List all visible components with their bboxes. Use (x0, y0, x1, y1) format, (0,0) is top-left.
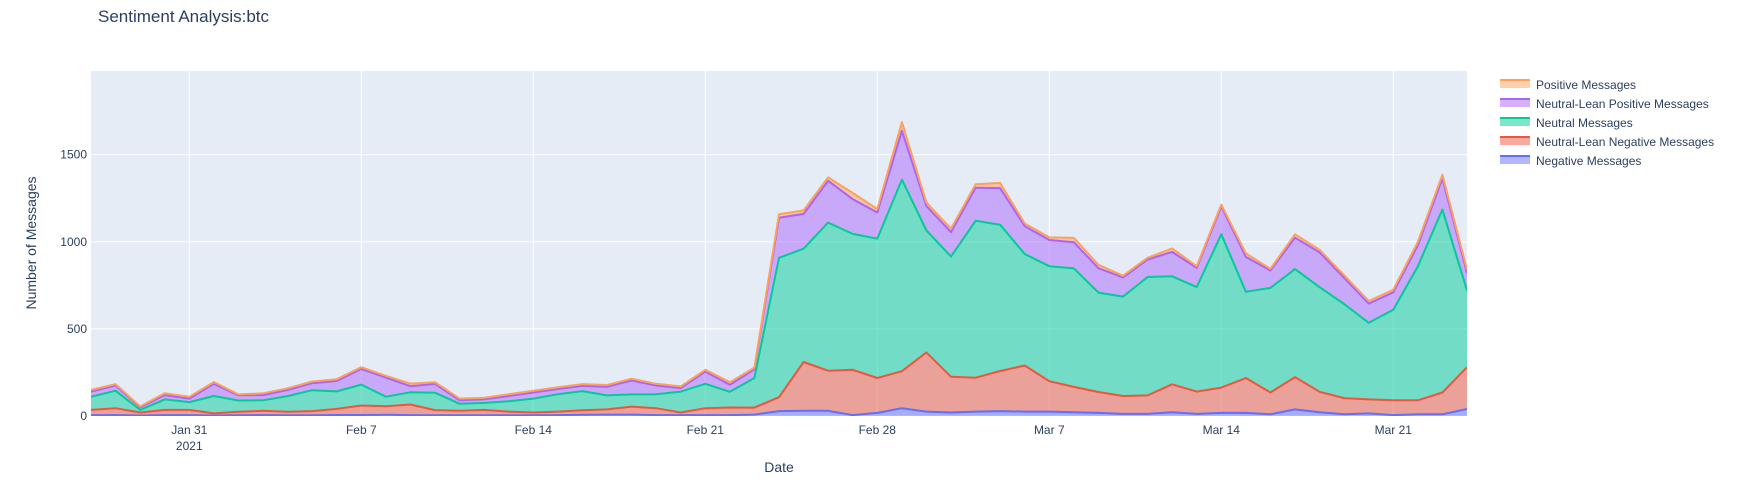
legend-label: Neutral-Lean Positive Messages (1536, 97, 1709, 111)
legend-label: Neutral-Lean Negative Messages (1536, 135, 1714, 149)
series-line (91, 121, 1467, 408)
x-tick-label: Feb 28 (859, 423, 897, 437)
y-axis-title: Number of Messages (23, 176, 39, 309)
x-axis-title: Date (764, 459, 794, 475)
x-tick-label: Feb 21 (687, 423, 725, 437)
x-tick-label: Jan 31 (171, 423, 207, 437)
chart-title: Sentiment Analysis:btc (98, 7, 270, 26)
legend-item[interactable]: Neutral Messages (1500, 116, 1633, 130)
x-tick-label: Mar 14 (1203, 423, 1241, 437)
series-lines (91, 121, 1467, 416)
legend-label: Neutral Messages (1536, 116, 1633, 130)
series-line (91, 178, 1467, 411)
legend-swatch (1500, 80, 1530, 88)
legend-item[interactable]: Negative Messages (1500, 154, 1641, 168)
x-tick-sublabel: 2021 (176, 439, 203, 453)
legend-label: Positive Messages (1536, 78, 1636, 92)
x-axis-ticks: Jan 31 2021 Feb 7 Feb 14 Feb 21 Feb 28 Mar 7 Ma… (171, 423, 1412, 453)
x-tick-label: Feb 7 (346, 423, 377, 437)
x-tick-label: Feb 14 (515, 423, 553, 437)
legend-label: Negative Messages (1536, 154, 1641, 168)
y-tick-label: 1500 (60, 148, 87, 162)
legend-swatch (1500, 137, 1530, 145)
x-tick-label: Mar 21 (1375, 423, 1413, 437)
series-area (91, 352, 1467, 416)
legend-swatch (1500, 118, 1530, 126)
series-area (91, 179, 1467, 414)
series-area (91, 130, 1467, 410)
legend[interactable]: Positive Messages Neutral-Lean Positive M… (1500, 78, 1714, 168)
legend-item[interactable]: Positive Messages (1500, 78, 1636, 92)
x-tick-label: Mar 7 (1034, 423, 1065, 437)
series-line (91, 351, 1467, 415)
legend-swatch (1500, 156, 1530, 164)
legend-item[interactable]: Neutral-Lean Positive Messages (1500, 97, 1709, 111)
legend-item[interactable]: Neutral-Lean Negative Messages (1500, 135, 1714, 149)
y-tick-label: 0 (80, 409, 87, 423)
series-line (91, 407, 1467, 416)
y-axis-ticks: 0 500 1000 1500 (60, 148, 87, 423)
legend-swatch (1500, 99, 1530, 107)
y-tick-label: 1000 (60, 235, 87, 249)
y-tick-label: 500 (67, 322, 87, 336)
